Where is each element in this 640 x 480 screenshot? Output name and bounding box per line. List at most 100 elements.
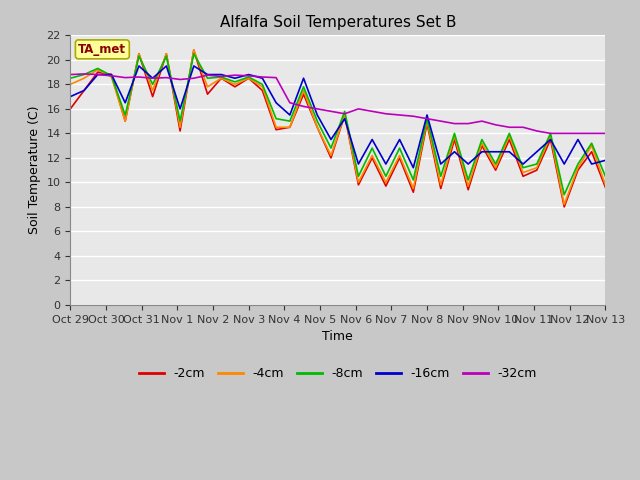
-32cm (94, 72, 102, 77)
-8cm (533, 161, 541, 167)
-16cm (396, 137, 403, 143)
-16cm (231, 75, 239, 81)
-4cm (410, 186, 417, 192)
-4cm (355, 180, 362, 185)
-16cm (300, 75, 307, 81)
-4cm (231, 82, 239, 87)
-2cm (506, 137, 513, 143)
-8cm (574, 161, 582, 167)
-32cm (437, 118, 445, 124)
-4cm (465, 183, 472, 189)
-8cm (163, 53, 170, 59)
-8cm (327, 145, 335, 151)
-2cm (478, 143, 486, 148)
-4cm (300, 88, 307, 94)
-4cm (561, 202, 568, 207)
-32cm (451, 120, 458, 126)
-32cm (67, 72, 74, 77)
-4cm (506, 133, 513, 139)
-8cm (245, 74, 253, 80)
-4cm (327, 153, 335, 158)
-32cm (80, 71, 88, 77)
-2cm (218, 75, 225, 81)
-4cm (67, 82, 74, 87)
-4cm (204, 84, 211, 90)
-16cm (122, 100, 129, 106)
-16cm (163, 63, 170, 69)
-32cm (519, 124, 527, 130)
-2cm (272, 127, 280, 132)
-16cm (519, 161, 527, 167)
-4cm (122, 118, 129, 124)
-8cm (382, 173, 390, 179)
-32cm (176, 77, 184, 83)
-2cm (149, 94, 157, 99)
-8cm (423, 116, 431, 121)
-2cm (423, 120, 431, 126)
-8cm (135, 53, 143, 59)
-8cm (355, 173, 362, 179)
-2cm (259, 88, 266, 94)
-32cm (190, 75, 198, 81)
-32cm (341, 111, 349, 117)
-2cm (519, 173, 527, 179)
-16cm (190, 63, 198, 69)
-32cm (492, 122, 499, 128)
Line: -32cm: -32cm (70, 74, 605, 133)
-8cm (80, 72, 88, 77)
Y-axis label: Soil Temperature (C): Soil Temperature (C) (28, 106, 41, 234)
-16cm (492, 149, 499, 155)
-16cm (437, 161, 445, 167)
-16cm (286, 112, 294, 118)
-4cm (423, 118, 431, 124)
-16cm (204, 72, 211, 77)
-8cm (451, 131, 458, 136)
-2cm (561, 204, 568, 210)
-8cm (506, 131, 513, 136)
-2cm (437, 186, 445, 192)
-4cm (286, 124, 294, 130)
-16cm (478, 149, 486, 155)
-4cm (259, 84, 266, 90)
Title: Alfalfa Soil Temperatures Set B: Alfalfa Soil Temperatures Set B (220, 15, 456, 30)
-8cm (272, 116, 280, 121)
-8cm (492, 161, 499, 167)
-8cm (94, 66, 102, 72)
-4cm (519, 170, 527, 176)
-2cm (327, 155, 335, 161)
-8cm (478, 137, 486, 143)
-16cm (602, 157, 609, 163)
-8cm (602, 173, 609, 179)
-8cm (149, 82, 157, 87)
-32cm (204, 72, 211, 78)
-2cm (355, 182, 362, 188)
-4cm (272, 124, 280, 130)
-32cm (506, 124, 513, 130)
-4cm (547, 133, 554, 139)
-2cm (190, 47, 198, 53)
-16cm (368, 137, 376, 143)
-2cm (382, 183, 390, 189)
-16cm (176, 106, 184, 112)
-16cm (218, 72, 225, 77)
-2cm (396, 155, 403, 161)
-8cm (588, 140, 595, 146)
-8cm (259, 82, 266, 87)
-32cm (218, 73, 225, 79)
-32cm (478, 118, 486, 124)
-2cm (492, 167, 499, 173)
-16cm (149, 75, 157, 81)
-32cm (259, 74, 266, 80)
-32cm (355, 106, 362, 112)
-8cm (465, 177, 472, 183)
-2cm (176, 128, 184, 134)
-32cm (122, 75, 129, 81)
-32cm (574, 131, 582, 136)
-32cm (314, 106, 321, 112)
-8cm (341, 108, 349, 114)
Line: -8cm: -8cm (70, 54, 605, 195)
-16cm (423, 112, 431, 118)
-32cm (327, 108, 335, 114)
-32cm (465, 120, 472, 126)
Line: -16cm: -16cm (70, 66, 605, 168)
